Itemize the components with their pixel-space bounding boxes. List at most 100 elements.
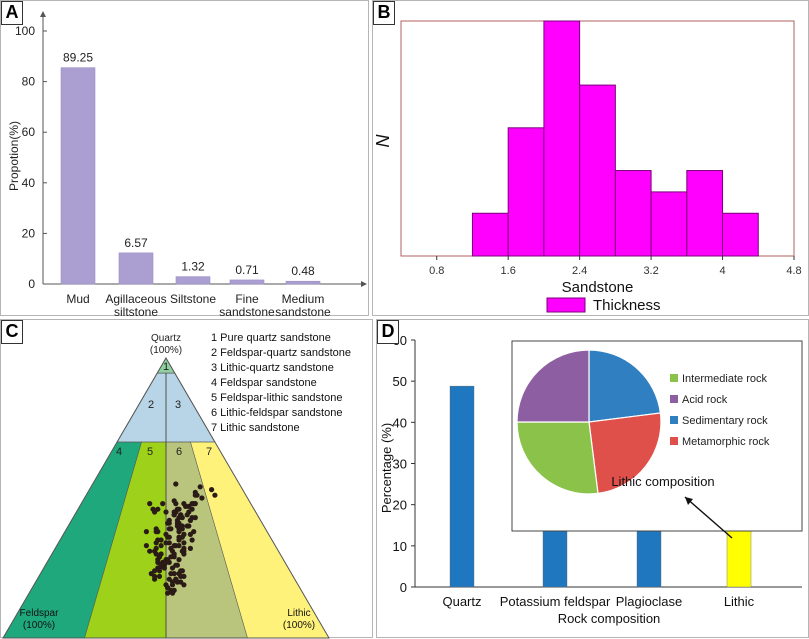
- sample-point: [158, 543, 164, 549]
- x-tick-label: sandstone: [219, 305, 275, 317]
- x-axis-arrow: [361, 281, 367, 287]
- y-tick-label: 20: [22, 226, 36, 240]
- field-6: [166, 442, 248, 638]
- panel-c: 1 2 3 4 5 6 7 Quartz (100%) Feldspar (100%) Lithic(…: [0, 319, 373, 639]
- panel-label-a: A: [1, 1, 23, 25]
- annotation-arrow-line: [684, 496, 733, 539]
- sample-point: [181, 573, 187, 579]
- panel-label-b: B: [373, 1, 395, 25]
- legend-item: 3 Lithic-quartz sandstone: [211, 362, 334, 374]
- legend-item: 1 Pure quartz sandstone: [211, 332, 331, 344]
- y-axis-label: Percentage (%): [379, 423, 394, 513]
- sample-point: [176, 529, 182, 535]
- sample-point: [174, 579, 180, 585]
- panel-d: 0 10 20 30 40 50 60 Percentage (%) Quartz Potassi…: [376, 319, 809, 638]
- x-axis-label: Sandstone: [562, 279, 634, 296]
- x-tick-label: 1.6: [501, 265, 516, 277]
- y-tick-label: 30: [393, 457, 407, 472]
- sample-point: [166, 540, 172, 546]
- legend-item: 5 Feldspar-lithic sandstone: [211, 392, 342, 404]
- sample-point: [194, 492, 200, 498]
- field-label: 2: [148, 399, 154, 411]
- sample-point: [176, 537, 182, 543]
- histogram-bar: [579, 84, 616, 257]
- histogram-bar: [614, 170, 652, 257]
- histogram-bar: [686, 170, 724, 257]
- sample-point: [163, 509, 169, 515]
- sample-point: [191, 501, 197, 507]
- apex-label-feldspar: (100%): [23, 620, 55, 631]
- pie-slice: [516, 421, 599, 495]
- sample-point: [152, 509, 158, 515]
- x-tick-label: Siltstone: [170, 292, 216, 306]
- apex-label-lithic: Lithic: [287, 608, 310, 619]
- sample-point: [176, 543, 182, 549]
- pie-legend-label: Sedimentary rock: [682, 415, 768, 427]
- sample-point: [199, 495, 205, 501]
- y-tick-label: 0: [28, 277, 35, 291]
- x-tick-label: Fine: [235, 292, 259, 306]
- x-tick-label: Medium: [282, 292, 325, 306]
- sample-point: [147, 548, 153, 554]
- histogram-bar: [471, 212, 509, 257]
- sample-point: [173, 481, 179, 487]
- x-tick-label: siltstone: [114, 305, 158, 317]
- y-axis-arrow: [40, 11, 46, 17]
- panel-b: 0.8 1.6 2.4 3.2 4 4.8 Sandstone N Thickness B: [372, 0, 809, 316]
- bar: [60, 67, 96, 285]
- sample-point: [181, 551, 187, 557]
- sample-point: [156, 568, 163, 574]
- bar: [175, 276, 211, 285]
- sample-point: [209, 487, 215, 493]
- y-tick-label: 60: [22, 125, 36, 139]
- field-label: 7: [206, 446, 212, 458]
- legend-item: 4 Feldspar sandstone: [211, 377, 317, 389]
- sample-point: [183, 503, 189, 509]
- legend-label: Thickness: [593, 297, 661, 314]
- field-label: 4: [116, 446, 122, 458]
- legend-item: 7 Lithic sandstone: [211, 422, 300, 434]
- sample-point: [161, 565, 167, 571]
- pie-legend-label: Metamorphic rock: [682, 436, 770, 448]
- sample-point: [176, 557, 182, 563]
- y-tick-label: 10: [393, 539, 407, 554]
- apex-label-quartz: Quartz: [151, 333, 181, 344]
- chart-a: 0 20 40 60 80 100 Propotion(%) 89.25 Mud 6.57 Agil…: [7, 11, 367, 317]
- divider-line: [84, 441, 142, 639]
- x-tick-label: sandstone: [275, 305, 331, 317]
- sample-point: [143, 543, 149, 549]
- sample-point: [165, 520, 171, 526]
- sample-point: [212, 492, 218, 498]
- apex-label-quartz: (100%): [150, 345, 182, 356]
- y-tick-label: 0: [400, 580, 407, 595]
- histogram-bar: [507, 127, 545, 257]
- x-tick-label: 2.4: [572, 265, 587, 277]
- pie-legend-swatch: [670, 437, 678, 445]
- sample-point: [179, 515, 185, 521]
- data-label: 1.32: [181, 260, 205, 274]
- sample-point: [171, 512, 177, 518]
- field-label: 6: [176, 446, 182, 458]
- y-tick-label: 100: [15, 24, 35, 38]
- chart-b: 0.8 1.6 2.4 3.2 4 4.8 Sandstone N Thickness: [373, 20, 802, 314]
- field-label: 5: [147, 446, 153, 458]
- histogram-bar: [722, 212, 759, 257]
- sample-point: [181, 582, 187, 588]
- annotation-label: Lithic composition: [611, 474, 714, 489]
- x-tick-label: 4: [719, 265, 725, 277]
- legend-item: 2 Feldspar-quartz sandstone: [211, 347, 351, 359]
- pie-legend-swatch: [670, 374, 678, 382]
- bar: [449, 385, 475, 588]
- sample-point: [169, 582, 176, 588]
- divider-line: [190, 441, 248, 639]
- sample-point: [184, 523, 190, 529]
- x-axis-label: Rock composition: [558, 611, 661, 626]
- annotation-arrowhead: [685, 497, 693, 505]
- sample-point: [160, 501, 166, 507]
- sample-point: [147, 501, 153, 507]
- sample-point: [153, 529, 159, 535]
- field-label: 1: [163, 361, 169, 373]
- sample-point: [187, 517, 193, 523]
- sample-point: [153, 540, 159, 546]
